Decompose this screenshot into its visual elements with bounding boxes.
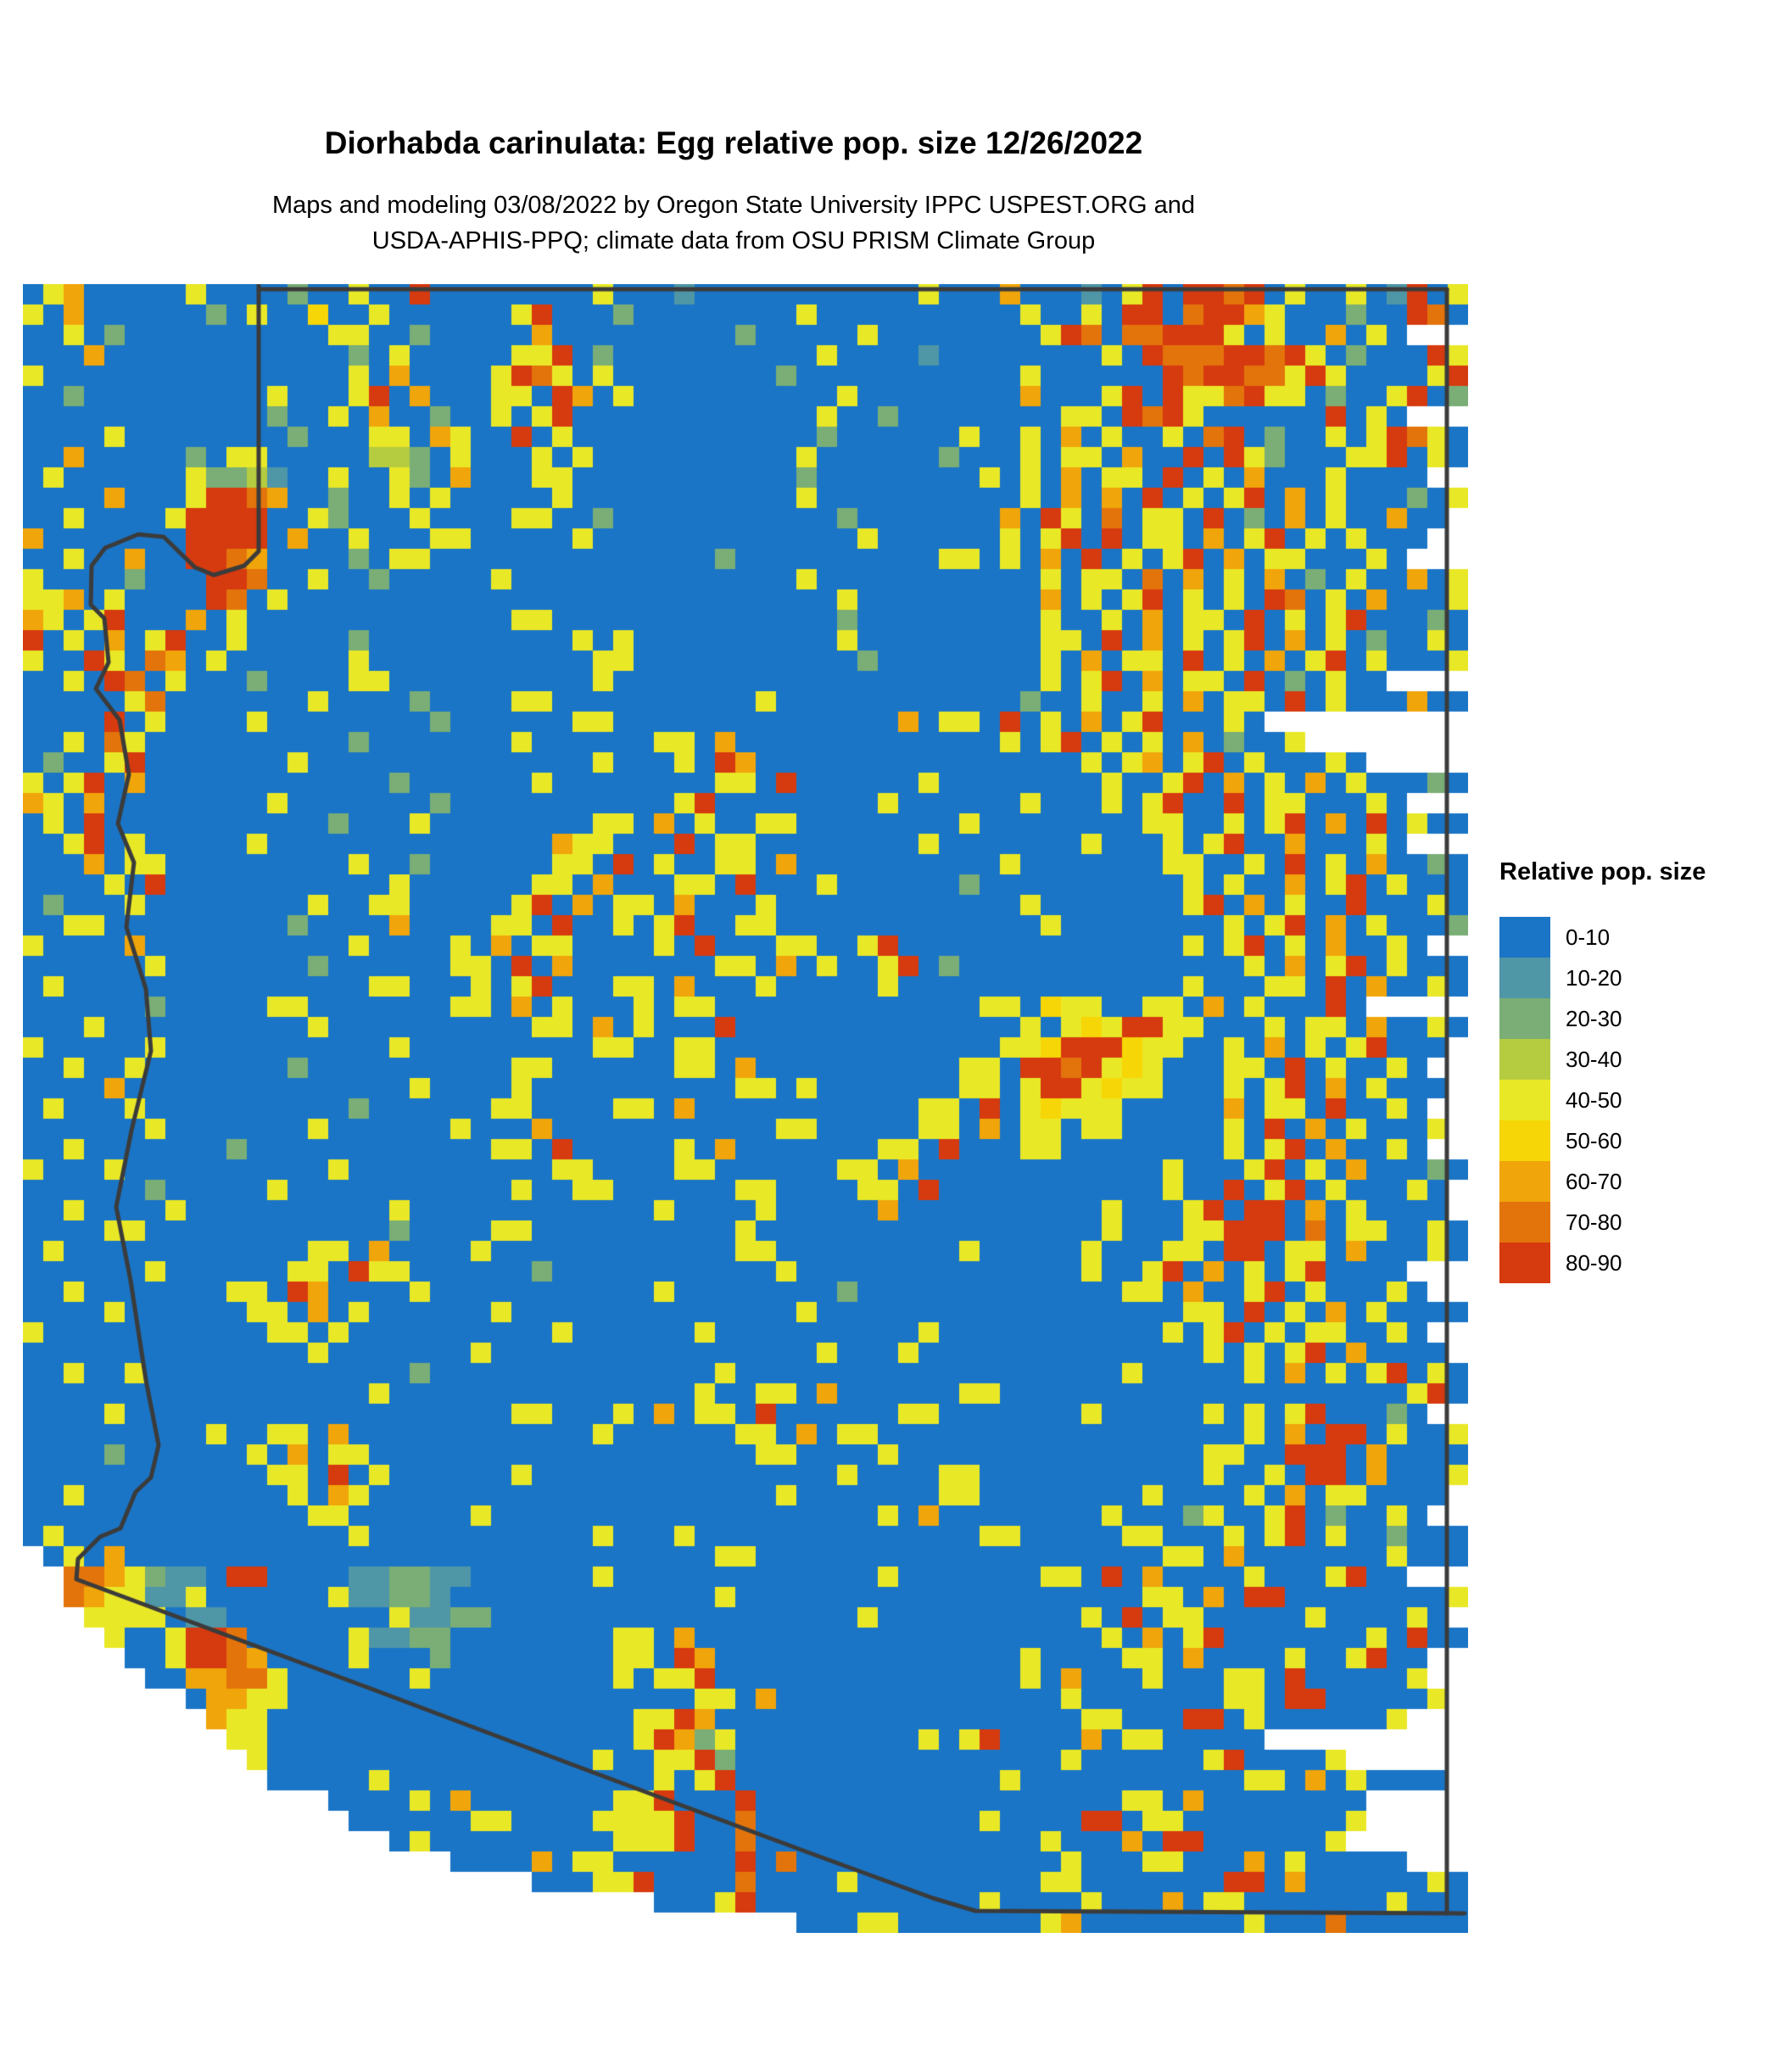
- legend-swatch: [1499, 958, 1550, 998]
- legend-label: 10-20: [1566, 964, 1622, 991]
- legend-item: 10-20: [1499, 958, 1779, 998]
- legend-item: 50-60: [1499, 1120, 1779, 1161]
- page-subtitle: Maps and modeling 03/08/2022 by Oregon S…: [0, 187, 1467, 259]
- legend-item: 70-80: [1499, 1202, 1779, 1243]
- subtitle-line-2: USDA-APHIS-PPQ; climate data from OSU PR…: [371, 227, 1096, 254]
- legend-swatch: [1499, 998, 1550, 1039]
- legend-label: 30-40: [1566, 1046, 1622, 1072]
- legend-item: 0-10: [1499, 917, 1779, 958]
- population-raster-map: [23, 284, 1468, 1933]
- legend-swatch: [1499, 917, 1550, 958]
- legend-item: 40-50: [1499, 1080, 1779, 1120]
- legend-title: Relative pop. size: [1499, 858, 1706, 885]
- page-title: Diorhabda carinulata: Egg relative pop. …: [324, 126, 1143, 160]
- legend-item: 20-30: [1499, 998, 1779, 1039]
- legend-swatch: [1499, 1120, 1550, 1161]
- legend-item: 60-70: [1499, 1161, 1779, 1202]
- legend-label: 0-10: [1566, 924, 1611, 950]
- legend-swatch: [1499, 1243, 1550, 1283]
- legend-label: 20-30: [1566, 1005, 1622, 1031]
- legend-swatch: [1499, 1161, 1550, 1202]
- legend-label: 80-90: [1566, 1249, 1622, 1276]
- legend-swatch: [1499, 1039, 1550, 1080]
- legend-swatch: [1499, 1080, 1550, 1120]
- legend-item: 30-40: [1499, 1039, 1779, 1080]
- legend: Relative pop. size 0-10 10-20 20-30 30-40 40…: [1499, 858, 1779, 1283]
- legend-swatch: [1499, 1202, 1550, 1243]
- legend-label: 60-70: [1566, 1168, 1622, 1194]
- legend-items: 0-10 10-20 20-30 30-40 40-50 50-60 60-70 70-80 8…: [1499, 917, 1779, 1283]
- legend-item: 80-90: [1499, 1243, 1779, 1283]
- legend-label: 40-50: [1566, 1086, 1622, 1113]
- legend-label: 70-80: [1566, 1209, 1622, 1235]
- subtitle-line-1: Maps and modeling 03/08/2022 by Oregon S…: [271, 192, 1196, 219]
- legend-label: 50-60: [1566, 1127, 1622, 1153]
